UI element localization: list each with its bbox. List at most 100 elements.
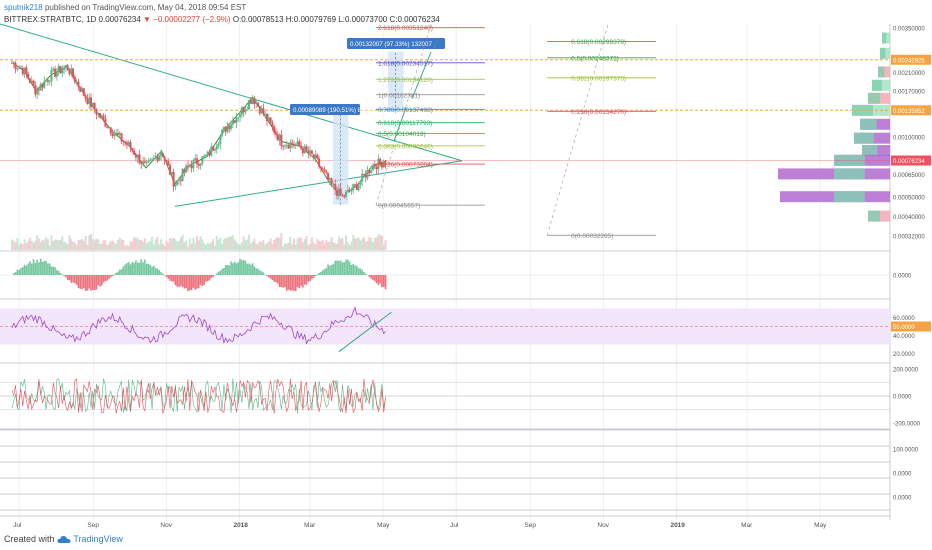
candle-body[interactable] [107,127,110,129]
candle-body[interactable] [138,154,141,164]
candle-body[interactable] [118,133,121,135]
candle-body[interactable] [12,62,15,64]
candle-body[interactable] [212,146,215,151]
candle-body[interactable] [224,126,227,132]
candle-body[interactable] [307,150,310,154]
candle-body[interactable] [147,160,150,163]
candle-body[interactable] [350,190,353,192]
candle-body[interactable] [246,109,249,111]
candle-body[interactable] [361,173,364,182]
candle-body[interactable] [355,184,358,191]
candle-body[interactable] [97,113,100,115]
candle-body[interactable] [39,84,42,91]
candle-body[interactable] [120,133,123,142]
candle-body[interactable] [106,126,109,128]
candle-body[interactable] [274,132,277,135]
candle-body[interactable] [240,107,243,115]
candle-body[interactable] [145,162,148,164]
candle-body[interactable] [36,89,39,95]
drawing-tools[interactable]: 0.00089089 (190.51%) 89089 0.00132007 (97… [0,23,890,207]
candle-body[interactable] [292,144,295,146]
candle-body[interactable] [197,164,200,166]
candle-body[interactable] [352,184,355,191]
candle-body[interactable] [280,134,283,146]
candle-body[interactable] [109,127,112,134]
candle-body[interactable] [48,81,51,83]
candle-body[interactable] [258,106,261,114]
candle-body[interactable] [201,156,204,164]
candle-body[interactable] [61,69,64,74]
candle-body[interactable] [364,174,367,178]
candle-body[interactable] [179,179,182,181]
symbol-name[interactable]: BITTREX:STRATBTC, 1D [4,15,97,24]
candle-body[interactable] [37,89,40,91]
candle-body[interactable] [226,126,229,132]
candle-body[interactable] [134,154,137,158]
candle-body[interactable] [341,194,344,196]
candle-body[interactable] [215,146,218,150]
candle-body[interactable] [195,158,198,165]
candle-body[interactable] [273,126,276,133]
candle-body[interactable] [312,154,315,159]
candle-body[interactable] [90,97,93,108]
candle-body[interactable] [91,102,94,108]
rsi-line[interactable] [11,306,386,345]
candle-body[interactable] [72,68,75,77]
tradingview-link[interactable]: TradingView [73,534,123,544]
candle-body[interactable] [170,172,173,175]
candle-body[interactable] [68,69,71,74]
candle-body[interactable] [309,150,312,154]
candle-body[interactable] [373,165,376,167]
candle-body[interactable] [59,66,62,74]
candle-body[interactable] [321,168,324,170]
candle-body[interactable] [242,107,245,113]
candle-body[interactable] [328,178,331,180]
candle-body[interactable] [354,184,357,186]
candle-body[interactable] [269,117,272,123]
candle-body[interactable] [345,191,348,197]
candle-body[interactable] [131,148,134,151]
candle-body[interactable] [30,80,33,83]
price-axis[interactable]: 0.00350000 0.00242925 0.00210000 0.00170000… [891,27,931,502]
candle-body[interactable] [50,70,53,82]
fibonacci-levels[interactable]: 2.618(0.00351240) 1.618(0.00234517) 1.272(… [375,23,657,240]
candle-body[interactable] [305,146,308,151]
candle-body[interactable] [104,118,107,127]
candle-body[interactable] [337,188,340,196]
candle-body[interactable] [264,114,267,115]
candle-body[interactable] [127,142,130,145]
candle-body[interactable] [43,81,46,88]
candle-body[interactable] [54,68,57,77]
candle-body[interactable] [237,117,240,118]
candle-body[interactable] [23,67,26,75]
candle-body[interactable] [70,68,73,74]
macd-pane[interactable] [0,258,890,292]
candle-body[interactable] [221,129,224,136]
candle-body[interactable] [64,65,67,68]
candle-body[interactable] [217,143,220,147]
time-axis[interactable]: Jul Sep Nov 2018 Mar May Jul Sep Nov 2019 Mar May [13,522,827,529]
candle-body[interactable] [267,117,270,121]
candle-body[interactable] [283,145,286,147]
candle-body[interactable] [380,162,383,168]
candle-body[interactable] [249,100,252,104]
candle-body[interactable] [287,144,290,149]
candle-body[interactable] [375,166,378,170]
candle-body[interactable] [18,67,21,69]
candle-body[interactable] [158,155,161,161]
candle-body[interactable] [379,158,382,163]
candle-body[interactable] [330,178,333,185]
candle-body[interactable] [310,150,313,155]
candle-body[interactable] [154,156,157,159]
candle-body[interactable] [151,158,154,160]
candle-body[interactable] [183,169,186,173]
candle-body[interactable] [63,67,66,70]
candle-body[interactable] [34,85,37,95]
candle-body[interactable] [194,158,197,161]
candle-body[interactable] [46,80,49,82]
candle-body[interactable] [113,134,116,137]
candle-body[interactable] [27,73,30,79]
candle-body[interactable] [203,155,206,157]
candle-body[interactable] [336,190,339,196]
candle-body[interactable] [231,120,234,125]
